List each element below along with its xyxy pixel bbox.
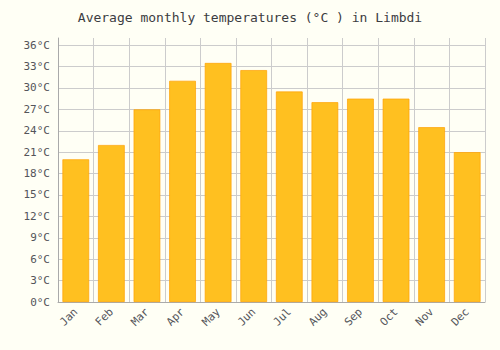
svg-text:12°C: 12°C [24, 210, 51, 223]
svg-text:15°C: 15°C [24, 188, 51, 201]
svg-text:3°C: 3°C [30, 274, 50, 287]
svg-text:May: May [199, 305, 222, 328]
svg-text:18°C: 18°C [24, 167, 51, 180]
svg-text:6°C: 6°C [30, 253, 50, 266]
svg-text:Nov: Nov [413, 305, 436, 328]
svg-text:Dec: Dec [449, 305, 472, 328]
svg-text:Feb: Feb [93, 305, 116, 328]
svg-text:0°C: 0°C [30, 296, 50, 309]
svg-text:36°C: 36°C [24, 39, 51, 52]
svg-text:33°C: 33°C [24, 60, 51, 73]
svg-text:Mar: Mar [128, 305, 151, 328]
svg-text:27°C: 27°C [24, 103, 51, 116]
svg-text:Average monthly temperatures (: Average monthly temperatures (°C ) in Li… [78, 10, 422, 25]
svg-text:24°C: 24°C [24, 124, 51, 137]
svg-text:Oct: Oct [377, 305, 400, 328]
svg-text:Jun: Jun [235, 305, 258, 328]
svg-text:9°C: 9°C [30, 231, 50, 244]
svg-text:Jul: Jul [271, 305, 294, 328]
svg-text:30°C: 30°C [24, 81, 51, 94]
svg-text:Sep: Sep [342, 305, 365, 328]
svg-text:Aug: Aug [306, 305, 329, 328]
svg-text:Jan: Jan [57, 305, 80, 328]
svg-text:21°C: 21°C [24, 146, 51, 159]
svg-text:Apr: Apr [164, 305, 187, 328]
